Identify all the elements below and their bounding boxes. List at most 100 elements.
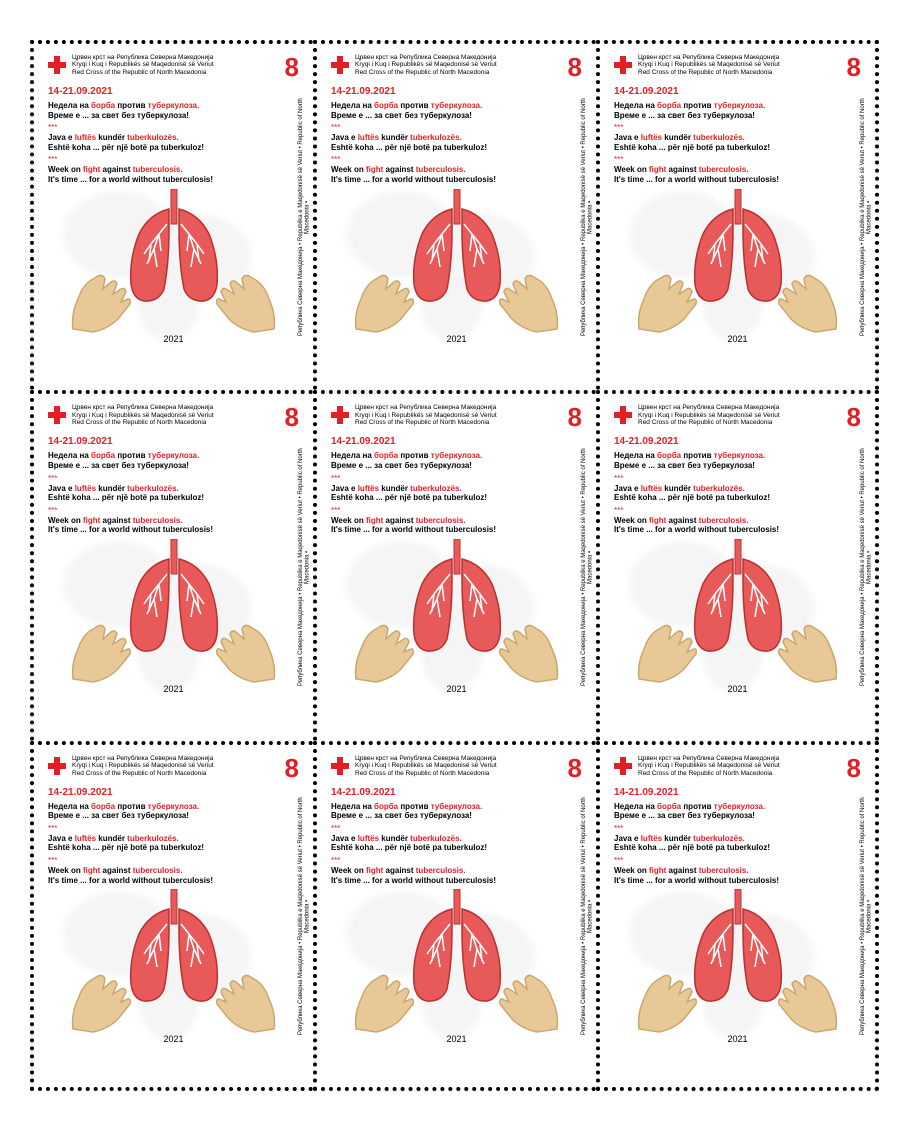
- text-mk: Недела на борба против туберкулоза. Врем…: [331, 802, 582, 821]
- text-mk: Недела на борба против туберкулоза. Врем…: [48, 101, 299, 120]
- red-cross-icon: [48, 406, 66, 424]
- separator-dots: ***: [48, 123, 299, 132]
- illustration: 2021: [48, 189, 299, 344]
- org-mk: Црвен крст на Република Северна Македони…: [72, 404, 279, 411]
- org-mk: Црвен крст на Република Северна Македони…: [72, 755, 279, 762]
- illustration: 2021: [614, 539, 861, 694]
- date-range: 14-21.09.2021: [48, 436, 299, 447]
- country-vertical: Република Северна Македонија • Republika…: [581, 791, 594, 1041]
- redcross-org-text: Црвен крст на Република Северна Македони…: [355, 54, 562, 76]
- redcross-org-text: Црвен крст на Република Северна Македони…: [72, 404, 279, 426]
- org-en: Red Cross of the Republic of North Maced…: [638, 770, 841, 777]
- hand-right-icon: [497, 604, 567, 684]
- separator-dots: ***: [48, 474, 299, 483]
- separator-dots: ***: [331, 474, 582, 483]
- year: 2021: [727, 1034, 747, 1044]
- redcross-org-text: Црвен крст на Република Северна Македони…: [72, 54, 279, 76]
- stamp: Црвен крст на Република Северна Македони…: [313, 390, 596, 740]
- hand-right-icon: [214, 604, 284, 684]
- date-range: 14-21.09.2021: [614, 436, 861, 447]
- country-vertical: Република Северна Македонија • Republika…: [298, 442, 311, 692]
- hand-left-icon: [346, 954, 416, 1034]
- text-mk: Недела на борба против туберкулоза. Врем…: [614, 802, 861, 821]
- stamp-header: Црвен крст на Република Северна Македони…: [614, 54, 861, 80]
- illustration: 2021: [48, 539, 299, 694]
- year: 2021: [446, 684, 466, 694]
- stamp: Црвен крст на Република Северна Македони…: [30, 390, 313, 740]
- stamp: Црвен крст на Република Северна Македони…: [30, 40, 313, 390]
- hand-right-icon: [776, 954, 846, 1034]
- org-sq: Kryqi i Kuq i Republikës së Maqedonisë s…: [355, 762, 562, 769]
- hand-left-icon: [629, 954, 699, 1034]
- stamp-header: Црвен крст на Република Северна Македони…: [48, 54, 299, 80]
- year: 2021: [446, 334, 466, 344]
- red-cross-icon: [331, 406, 349, 424]
- org-en: Red Cross of the Republic of North Maced…: [638, 419, 841, 426]
- country-vertical: Република Северна Македонија • Republika…: [860, 442, 873, 692]
- hand-right-icon: [214, 254, 284, 334]
- year: 2021: [727, 684, 747, 694]
- org-mk: Црвен крст на Република Северна Македони…: [355, 404, 562, 411]
- hand-left-icon: [629, 254, 699, 334]
- org-en: Red Cross of the Republic of North Maced…: [72, 419, 279, 426]
- hand-left-icon: [346, 254, 416, 334]
- denomination: 8: [285, 755, 299, 781]
- stamp-header: Црвен крст на Република Северна Македони…: [48, 755, 299, 781]
- org-sq: Kryqi i Kuq i Republikës së Maqedonisë s…: [355, 412, 562, 419]
- year: 2021: [163, 684, 183, 694]
- red-cross-icon: [331, 56, 349, 74]
- stamp: Црвен крст на Република Северна Македони…: [30, 741, 313, 1091]
- org-mk: Црвен крст на Република Северна Македони…: [72, 54, 279, 61]
- org-sq: Kryqi i Kuq i Republikës së Maqedonisë s…: [638, 61, 841, 68]
- denomination: 8: [847, 404, 861, 430]
- denomination: 8: [847, 54, 861, 80]
- hand-left-icon: [63, 954, 133, 1034]
- text-mk: Недела на борба против туберкулоза. Врем…: [614, 451, 861, 470]
- country-vertical: Република Северна Македонија • Republika…: [298, 92, 311, 342]
- country-vertical: Република Северна Македонија • Republika…: [860, 791, 873, 1041]
- stamp-header: Црвен крст на Република Северна Македони…: [614, 404, 861, 430]
- year: 2021: [163, 334, 183, 344]
- stamp: Црвен крст на Република Северна Македони…: [313, 40, 596, 390]
- separator-dots: ***: [48, 824, 299, 833]
- date-range: 14-21.09.2021: [331, 787, 582, 798]
- text-mk: Недела на борба против туберкулоза. Врем…: [331, 101, 582, 120]
- stamp: Црвен крст на Република Северна Македони…: [596, 40, 879, 390]
- org-sq: Kryqi i Kuq i Republikës së Maqedonisë s…: [638, 762, 841, 769]
- stamp-header: Црвен крст на Република Северна Македони…: [331, 755, 582, 781]
- redcross-org-text: Црвен крст на Република Северна Македони…: [355, 404, 562, 426]
- org-sq: Kryqi i Kuq i Republikës së Maqedonisë s…: [72, 762, 279, 769]
- stamp: Црвен крст на Република Северна Македони…: [313, 741, 596, 1091]
- red-cross-icon: [614, 56, 632, 74]
- illustration: 2021: [331, 539, 582, 694]
- separator-dots: ***: [614, 123, 861, 132]
- stamp: Црвен крст на Република Северна Македони…: [596, 741, 879, 1091]
- org-sq: Kryqi i Kuq i Republikës së Maqedonisë s…: [72, 412, 279, 419]
- date-range: 14-21.09.2021: [614, 787, 861, 798]
- red-cross-icon: [614, 757, 632, 775]
- hand-right-icon: [776, 604, 846, 684]
- hand-left-icon: [629, 604, 699, 684]
- text-mk: Недела на борба против туберкулоза. Врем…: [48, 451, 299, 470]
- illustration: 2021: [614, 889, 861, 1044]
- country-vertical: Република Северна Македонија • Republika…: [581, 92, 594, 342]
- hand-right-icon: [497, 954, 567, 1034]
- org-sq: Kryqi i Kuq i Republikës së Maqedonisë s…: [355, 61, 562, 68]
- org-mk: Црвен крст на Република Северна Македони…: [638, 404, 841, 411]
- hand-left-icon: [63, 604, 133, 684]
- stamp-sheet: Црвен крст на Република Северна Македони…: [0, 0, 909, 1131]
- denomination: 8: [568, 755, 582, 781]
- separator-dots: ***: [614, 824, 861, 833]
- hand-right-icon: [214, 954, 284, 1034]
- illustration: 2021: [48, 889, 299, 1044]
- country-vertical: Република Северна Македонија • Republika…: [860, 92, 873, 342]
- date-range: 14-21.09.2021: [331, 86, 582, 97]
- hand-right-icon: [497, 254, 567, 334]
- text-mk: Недела на борба против туберкулоза. Врем…: [331, 451, 582, 470]
- illustration: 2021: [614, 189, 861, 344]
- country-vertical: Република Северна Македонија • Republika…: [298, 791, 311, 1041]
- org-mk: Црвен крст на Република Северна Македони…: [638, 755, 841, 762]
- year: 2021: [727, 334, 747, 344]
- date-range: 14-21.09.2021: [48, 86, 299, 97]
- year: 2021: [446, 1034, 466, 1044]
